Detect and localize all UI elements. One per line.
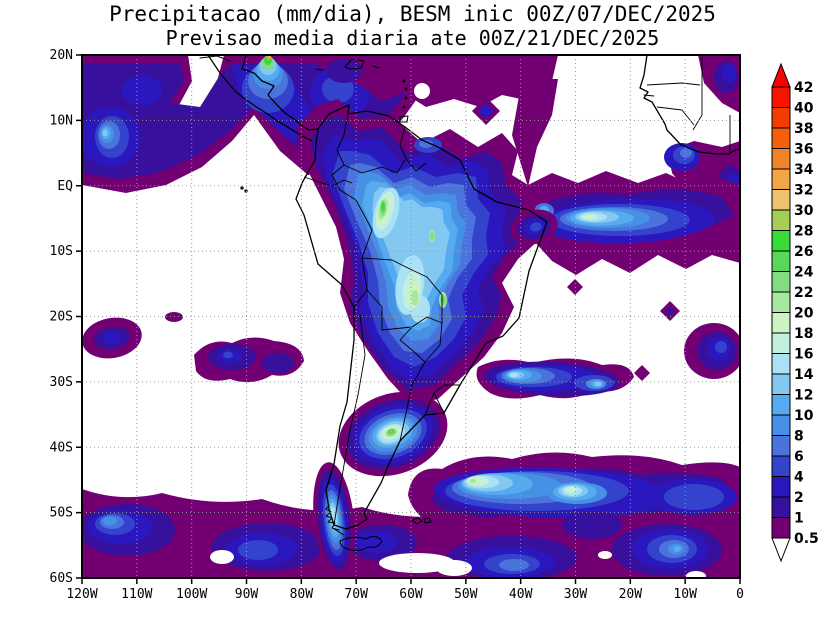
- precip-se-pacific: [82, 312, 304, 383]
- colorbar-label: 32: [794, 183, 813, 199]
- colorbar-label: 36: [794, 142, 813, 158]
- y-axis-tick-label: 30S: [50, 375, 73, 390]
- colorbar-label: 1: [794, 511, 804, 527]
- colorbar-label: 16: [794, 347, 813, 363]
- colorbar-cell: [771, 230, 791, 252]
- colorbar-cell: [771, 127, 791, 149]
- y-axis-tick-label: 20S: [50, 310, 73, 325]
- y-axis-tick-label: 50S: [50, 506, 73, 521]
- axes: 120W 110W 100W 90W 80W 70W 60W 50W 40W 30W 20W 10W 0…: [50, 48, 744, 602]
- colorbar-cell: [771, 291, 791, 313]
- colorbar-label: 34: [794, 162, 814, 178]
- precip-ne-brazil: [510, 209, 558, 245]
- colorbar-label: 8: [794, 429, 804, 445]
- precip-ne-corner: [698, 55, 740, 113]
- x-axis-tick-label: 60W: [399, 587, 423, 602]
- precip-satl-33s: [476, 358, 634, 399]
- x-axis-tick-label: 30W: [564, 587, 588, 602]
- y-axis-tick-label: 10N: [50, 113, 73, 128]
- colorbar-label: 18: [794, 326, 813, 342]
- colorbar-cell: [771, 476, 791, 498]
- colorbar-label: 20: [794, 306, 814, 322]
- x-axis-tick-label: 100W: [176, 587, 207, 602]
- x-axis-tick-label: 20W: [619, 587, 643, 602]
- colorbar-label: 28: [794, 224, 813, 240]
- colorbar-cell: [771, 189, 791, 211]
- x-axis-tick-label: 110W: [121, 587, 152, 602]
- x-axis-tick-label: 0: [736, 587, 744, 602]
- x-axis-tick-label: 10W: [673, 587, 697, 602]
- colorbar-cell: [771, 373, 791, 395]
- colorbar-cell: [771, 332, 791, 354]
- colorbar-cell: [771, 394, 791, 416]
- x-axis-tick-label: 90W: [235, 587, 259, 602]
- colorbar-label: 24: [794, 265, 814, 281]
- precip-caribbean-band: [308, 55, 646, 187]
- colorbar-label: 40: [794, 101, 814, 117]
- x-axis-tick-label: 80W: [290, 587, 314, 602]
- colorbar-label: 4: [794, 470, 804, 486]
- precip-atlantic-itcz: [524, 171, 740, 275]
- colorbar-label: 0.5: [794, 531, 819, 547]
- colorbar-cell: [771, 250, 791, 272]
- colorbar-cell: [771, 312, 791, 334]
- plot-area: [81, 54, 741, 579]
- y-axis-tick-label: 20N: [50, 48, 73, 63]
- precip-scattered-cells: [567, 279, 740, 381]
- colorbar-under-arrow: [771, 537, 791, 563]
- chart-subtitle: Previsao media diaria ate 00Z/21/DEC/202…: [165, 26, 660, 50]
- x-axis-tick-label: 50W: [454, 587, 478, 602]
- colorbar-label: 42: [794, 80, 813, 96]
- y-axis-tick-label: 40S: [50, 440, 73, 455]
- gridlines: [82, 55, 740, 578]
- colorbar-cell: [771, 517, 791, 539]
- coastlines: [199, 55, 740, 552]
- colorbar-cell: [771, 435, 791, 457]
- colorbar: 4240383634323028262422201816141210864210…: [771, 62, 819, 563]
- colorbar-cell: [771, 496, 791, 518]
- x-axis-tick-label: 70W: [344, 587, 368, 602]
- y-axis-tick-label: 10S: [50, 244, 73, 259]
- colorbar-label: 38: [794, 121, 813, 137]
- colorbar-label: 30: [794, 203, 814, 219]
- precip-argentina-max: [338, 391, 448, 477]
- colorbar-label: 6: [794, 449, 804, 465]
- y-axis-tick-label: EQ: [57, 179, 73, 194]
- colorbar-cell: [771, 107, 791, 129]
- colorbar-cell: [771, 455, 791, 477]
- colorbar-cell: [771, 148, 791, 170]
- colorbar-cell: [771, 168, 791, 190]
- colorbar-label: 26: [794, 244, 813, 260]
- colorbar-label: 12: [794, 388, 813, 404]
- colorbar-cell: [771, 353, 791, 375]
- x-axis-tick-label: 120W: [66, 587, 97, 602]
- colorbar-cell: [771, 271, 791, 293]
- colorbar-cell: [771, 209, 791, 231]
- colorbar-over-arrow: [771, 62, 791, 88]
- chart-title: Precipitacao (mm/dia), BESM inic 00Z/07/…: [109, 2, 716, 26]
- colorbar-label: 2: [794, 490, 804, 506]
- x-axis-tick-label: 40W: [509, 587, 533, 602]
- colorbar-label: 10: [794, 408, 814, 424]
- colorbar-label: 14: [794, 367, 814, 383]
- y-axis-tick-label: 60S: [50, 571, 73, 586]
- colorbar-cell: [771, 86, 791, 108]
- colorbar-label: 22: [794, 285, 813, 301]
- colorbar-cell: [771, 414, 791, 436]
